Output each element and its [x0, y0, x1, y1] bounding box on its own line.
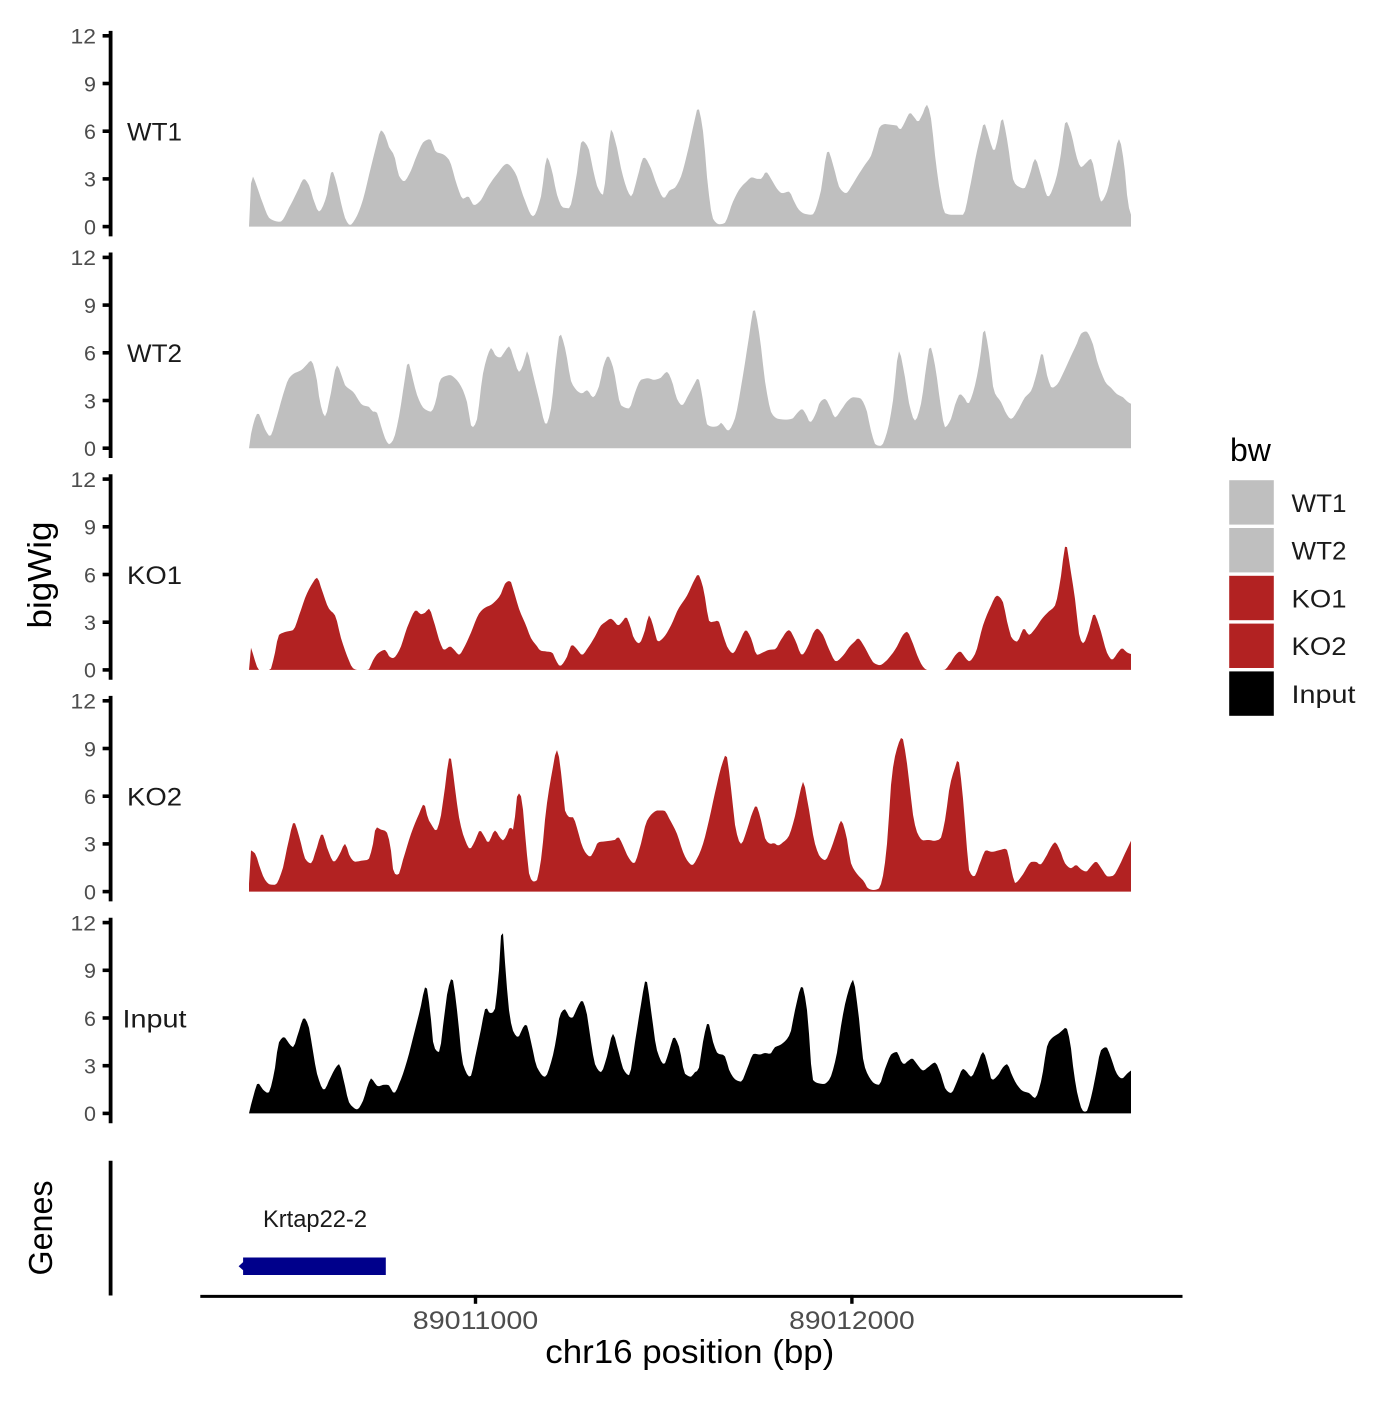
svg-text:WT1: WT1 — [1292, 490, 1347, 518]
svg-text:12: 12 — [71, 25, 97, 49]
svg-text:9: 9 — [84, 959, 96, 983]
svg-text:6: 6 — [84, 1007, 96, 1031]
svg-text:KO2: KO2 — [1292, 633, 1347, 661]
svg-text:WT1: WT1 — [127, 119, 182, 147]
svg-text:9: 9 — [84, 737, 96, 761]
svg-text:9: 9 — [84, 294, 96, 318]
svg-text:WT2: WT2 — [1292, 538, 1347, 566]
svg-text:3: 3 — [84, 168, 96, 192]
svg-text:chr16 position (bp): chr16 position (bp) — [545, 1333, 834, 1370]
svg-text:12: 12 — [71, 246, 97, 270]
svg-text:Input: Input — [123, 1005, 187, 1033]
svg-text:6: 6 — [84, 785, 96, 809]
svg-text:6: 6 — [84, 120, 96, 144]
svg-text:0: 0 — [84, 215, 96, 239]
svg-text:9: 9 — [84, 516, 96, 540]
svg-text:6: 6 — [84, 342, 96, 366]
svg-text:0: 0 — [84, 659, 96, 683]
svg-text:KO2: KO2 — [127, 784, 182, 812]
svg-text:WT2: WT2 — [127, 340, 182, 368]
svg-text:0: 0 — [84, 880, 96, 904]
svg-text:0: 0 — [84, 1102, 96, 1126]
svg-text:Genes: Genes — [22, 1181, 59, 1276]
svg-text:bw: bw — [1230, 432, 1272, 468]
svg-text:3: 3 — [84, 611, 96, 635]
svg-text:KO1: KO1 — [1292, 585, 1347, 613]
svg-text:12: 12 — [71, 911, 97, 935]
svg-text:3: 3 — [84, 389, 96, 413]
svg-text:89012000: 89012000 — [789, 1307, 915, 1335]
svg-text:0: 0 — [84, 437, 96, 461]
svg-text:6: 6 — [84, 563, 96, 587]
svg-text:89011000: 89011000 — [413, 1307, 539, 1335]
svg-text:bigWig: bigWig — [21, 522, 58, 629]
svg-text:12: 12 — [71, 468, 97, 492]
svg-text:Input: Input — [1292, 681, 1356, 709]
svg-text:3: 3 — [84, 1055, 96, 1079]
svg-text:9: 9 — [84, 72, 96, 96]
svg-text:KO1: KO1 — [127, 562, 182, 590]
svg-text:3: 3 — [84, 833, 96, 857]
svg-text:12: 12 — [71, 690, 97, 714]
svg-text:Krtap22-2: Krtap22-2 — [263, 1206, 367, 1233]
